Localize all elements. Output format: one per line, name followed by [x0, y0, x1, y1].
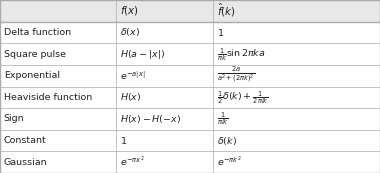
- Text: $e^{-\pi k^2}$: $e^{-\pi k^2}$: [217, 155, 241, 169]
- Text: $1$: $1$: [120, 135, 127, 146]
- Bar: [213, 130, 380, 151]
- Bar: [213, 0, 380, 22]
- Text: $\delta(x)$: $\delta(x)$: [120, 26, 140, 38]
- Text: $e^{-a|x|}$: $e^{-a|x|}$: [120, 69, 145, 82]
- Text: Gaussian: Gaussian: [4, 158, 48, 167]
- Bar: [213, 108, 380, 130]
- Bar: [116, 108, 213, 130]
- Bar: [0, 130, 116, 151]
- Bar: [0, 151, 116, 173]
- Text: $H(x) - H(-x)$: $H(x) - H(-x)$: [120, 113, 181, 125]
- Text: Constant: Constant: [4, 136, 46, 145]
- Bar: [0, 0, 116, 22]
- Bar: [116, 86, 213, 108]
- Text: Delta function: Delta function: [4, 28, 71, 37]
- Text: $\hat{f}(k)$: $\hat{f}(k)$: [217, 2, 236, 20]
- Bar: [116, 22, 213, 43]
- Text: Square pulse: Square pulse: [4, 49, 66, 59]
- Bar: [0, 43, 116, 65]
- Text: Exponential: Exponential: [4, 71, 60, 80]
- Text: $1$: $1$: [217, 27, 224, 38]
- Text: $\frac{1}{\pi k}\sin 2\pi k a$: $\frac{1}{\pi k}\sin 2\pi k a$: [217, 46, 265, 62]
- Bar: [0, 108, 116, 130]
- Text: $e^{-\pi x^2}$: $e^{-\pi x^2}$: [120, 155, 144, 169]
- Bar: [116, 0, 213, 22]
- Text: $H(x)$: $H(x)$: [120, 91, 141, 103]
- Text: $f(x)$: $f(x)$: [120, 4, 139, 17]
- Bar: [213, 22, 380, 43]
- Bar: [213, 151, 380, 173]
- Bar: [0, 86, 116, 108]
- Bar: [116, 151, 213, 173]
- Text: $\frac{1}{\pi ik}$: $\frac{1}{\pi ik}$: [217, 111, 228, 127]
- Bar: [0, 22, 116, 43]
- Bar: [116, 65, 213, 86]
- Bar: [116, 130, 213, 151]
- Bar: [213, 65, 380, 86]
- Bar: [213, 86, 380, 108]
- Bar: [116, 43, 213, 65]
- Bar: [213, 43, 380, 65]
- Text: $\frac{1}{2}\delta(k) + \frac{1}{2\pi ik}$: $\frac{1}{2}\delta(k) + \frac{1}{2\pi ik…: [217, 89, 269, 106]
- Text: $\delta(k)$: $\delta(k)$: [217, 135, 236, 147]
- Text: $\frac{2a}{a^2+(2\pi k)^2}$: $\frac{2a}{a^2+(2\pi k)^2}$: [217, 66, 255, 86]
- Text: Sign: Sign: [4, 114, 24, 124]
- Text: $H(a - |x|)$: $H(a - |x|)$: [120, 48, 165, 61]
- Bar: [0, 65, 116, 86]
- Text: Heaviside function: Heaviside function: [4, 93, 92, 102]
